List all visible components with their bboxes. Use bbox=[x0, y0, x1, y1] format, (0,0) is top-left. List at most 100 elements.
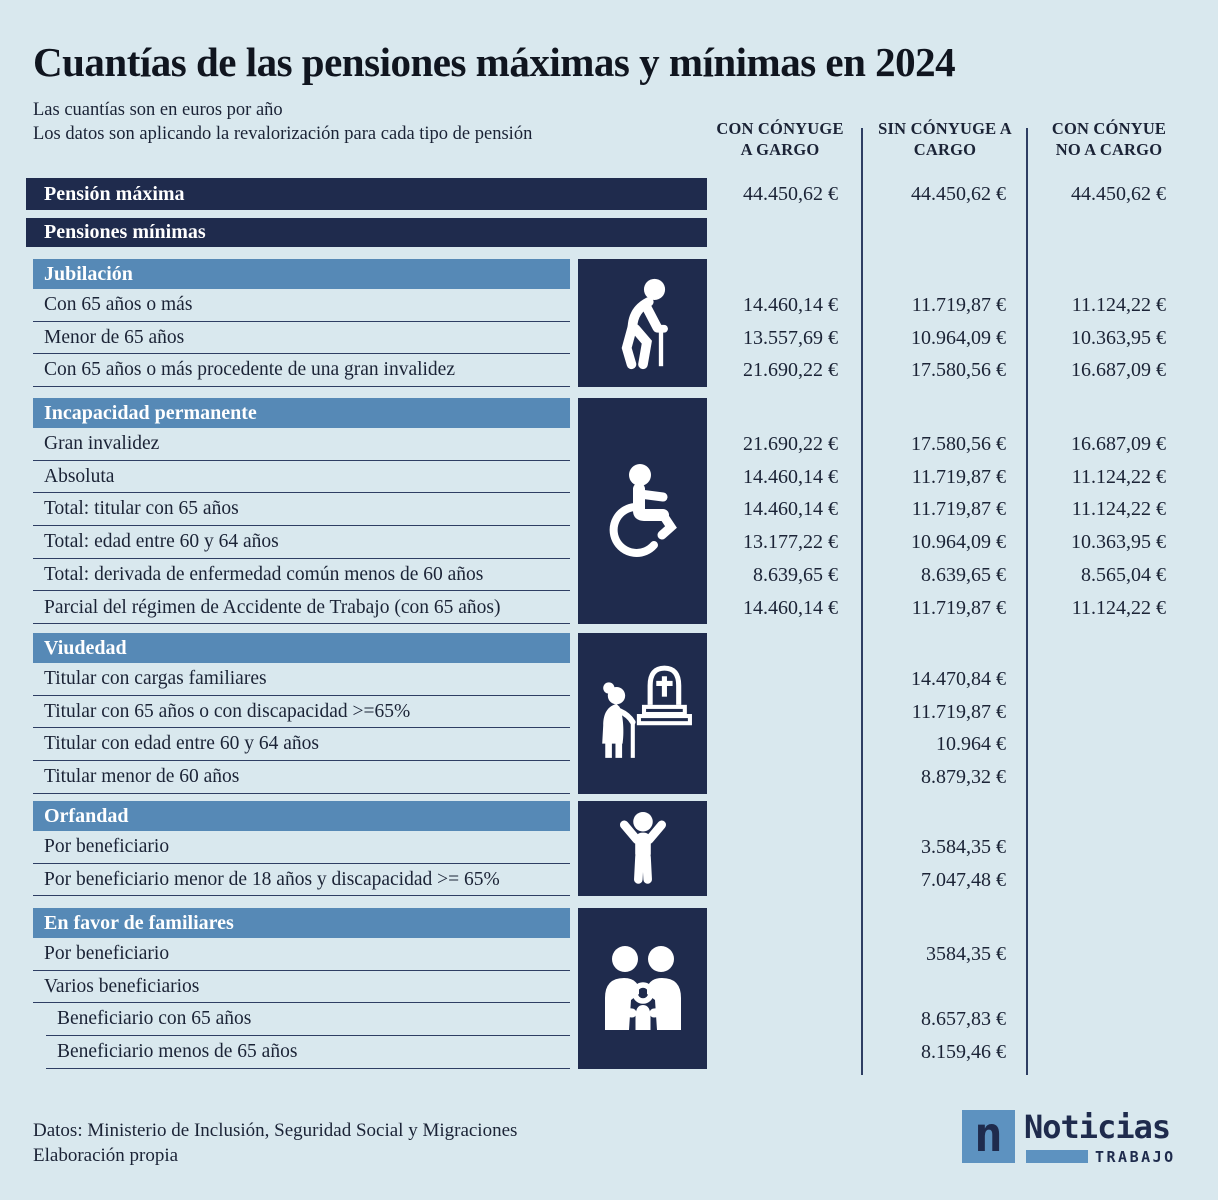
column-header-sin-conyuge-a-cargo: SIN CÓNYUGE A CARGO bbox=[878, 119, 1012, 159]
row-value: 8.879,32 € bbox=[921, 766, 1006, 789]
table-row: Titular con 65 años o con discapacidad >… bbox=[0, 696, 1218, 729]
row-value: 8.639,65 € bbox=[753, 563, 838, 586]
column-header-con-conyuge-a-cargo: CON CÓNYUGE A GARGO bbox=[716, 119, 844, 159]
logo-name: Noticias bbox=[1024, 1108, 1171, 1146]
row-value: 16.687,09 € bbox=[1071, 433, 1166, 455]
logo-tagline: TRABAJO bbox=[1095, 1148, 1176, 1166]
row-label: Beneficiario menos de 65 años bbox=[46, 1036, 570, 1069]
row-label: Gran invalidez bbox=[33, 428, 570, 461]
row-value: 10.964 € bbox=[936, 733, 1006, 756]
row-value: 10.363,95 € bbox=[1071, 531, 1166, 554]
widow-grave-icon bbox=[578, 633, 707, 794]
row-value: 8.565,04 € bbox=[1081, 563, 1166, 586]
table-row: Total: titular con 65 años 14.460,14 € 11.… bbox=[0, 493, 1218, 527]
page-title: Cuantías de las pensiones máximas y míni… bbox=[33, 39, 956, 85]
pension-section: Incapacidad permanente Gran invalidez 21.6… bbox=[0, 398, 1218, 625]
table-row: Titular menor de 60 años 8.879,32 € bbox=[0, 761, 1218, 794]
table-row: Por beneficiario 3584,35 € bbox=[0, 938, 1218, 971]
column-divider bbox=[861, 128, 863, 1075]
table-row: Con 65 años o más 14.460,14 € 11.719,87 € 1… bbox=[0, 289, 1218, 322]
table-row: Total: edad entre 60 y 64 años 13.177,22 … bbox=[0, 526, 1218, 559]
row-value: 10.964,09 € bbox=[911, 531, 1006, 554]
row-value: 14.470,84 € bbox=[911, 668, 1006, 690]
section-title: Viudedad bbox=[44, 637, 127, 659]
pension-section: Jubilación Con 65 años o más 14.460,14 € 11… bbox=[0, 259, 1218, 388]
pension-section: En favor de familiares Por beneficiario 35… bbox=[0, 908, 1218, 1069]
row-label: Por beneficiario bbox=[33, 938, 570, 971]
column-divider bbox=[1026, 128, 1028, 1075]
row-label: Total: titular con 65 años bbox=[33, 493, 570, 527]
section-title: Orfandad bbox=[44, 805, 129, 827]
family-icon bbox=[578, 908, 707, 1069]
row-label: Menor de 65 años bbox=[33, 322, 570, 355]
row-value: 21.690,22 € bbox=[743, 433, 838, 455]
section-title: Incapacidad permanente bbox=[44, 402, 257, 424]
table-row: Total: derivada de enfermedad común meno… bbox=[0, 559, 1218, 592]
row-value: 44.450,62 € bbox=[911, 183, 1006, 205]
max-pension-label: Pensión máxima bbox=[44, 183, 185, 205]
row-value: 8.159,46 € bbox=[921, 1041, 1006, 1064]
row-value: 14.460,14 € bbox=[743, 294, 838, 316]
row-value: 11.719,87 € bbox=[911, 498, 1006, 521]
row-value: 13.177,22 € bbox=[743, 531, 838, 554]
section-header-bar: Orfandad bbox=[33, 801, 570, 831]
column-header-con-conyuge-no-a-cargo: CON CÓNYUE NO A CARGO bbox=[1051, 119, 1167, 159]
row-value: 3584,35 € bbox=[926, 943, 1006, 965]
row-label: Titular con cargas familiares bbox=[33, 663, 570, 696]
section-header-bar: Jubilación bbox=[33, 259, 570, 289]
page-subtitle: Las cuantías son en euros por año Los da… bbox=[33, 100, 533, 144]
row-label: Por beneficiario menor de 18 años y disc… bbox=[33, 864, 570, 897]
max-pension-values-row: 44.450,62 € 44.450,62 € 44.450,62 € bbox=[0, 178, 1218, 210]
row-label: Con 65 años o más bbox=[33, 289, 570, 322]
min-pensions-label: Pensiones mínimas bbox=[44, 221, 206, 243]
row-label: Titular menor de 60 años bbox=[33, 761, 570, 794]
noticias-trabajo-logo: n Noticias TRABAJO bbox=[958, 1106, 1188, 1176]
source-note: Datos: Ministerio de Inclusión, Segurida… bbox=[33, 1120, 518, 1166]
row-value: 11.719,87 € bbox=[911, 700, 1006, 723]
table-row: Menor de 65 años 13.557,69 € 10.964,09 € 10… bbox=[0, 322, 1218, 355]
table-row: Titular con cargas familiares 14.470,84 € bbox=[0, 663, 1218, 696]
row-label: Parcial del régimen de Accidente de Trab… bbox=[33, 592, 570, 625]
row-value: 44.450,62 € bbox=[1071, 183, 1166, 205]
section-title: Jubilación bbox=[44, 263, 133, 285]
table-row: Beneficiario menos de 65 años 8.159,46 € bbox=[0, 1036, 1218, 1069]
row-value: 17.580,56 € bbox=[911, 359, 1006, 382]
row-value: 10.363,95 € bbox=[1071, 326, 1166, 349]
row-value: 11.719,87 € bbox=[911, 465, 1006, 488]
row-value: 11.124,22 € bbox=[1071, 498, 1166, 521]
logo-n-mark: n bbox=[962, 1110, 1015, 1163]
section-header-bar: Viudedad bbox=[33, 633, 570, 663]
logo-accent-bar bbox=[1026, 1150, 1088, 1163]
row-value: 13.557,69 € bbox=[743, 326, 838, 349]
child-icon bbox=[578, 801, 707, 897]
table-row: Por beneficiario menor de 18 años y disc… bbox=[0, 864, 1218, 897]
row-value: 16.687,09 € bbox=[1071, 359, 1166, 382]
row-value: 10.964,09 € bbox=[911, 326, 1006, 349]
row-value: 7.047,48 € bbox=[921, 868, 1006, 891]
elderly-person-icon bbox=[578, 259, 707, 388]
row-value: 8.639,65 € bbox=[921, 563, 1006, 586]
row-value: 21.690,22 € bbox=[743, 359, 838, 382]
row-value: 11.124,22 € bbox=[1071, 294, 1166, 316]
row-label: Con 65 años o más procedente de una gran… bbox=[33, 354, 570, 388]
table-row: Parcial del régimen de Accidente de Trab… bbox=[0, 592, 1218, 625]
row-value: 11.124,22 € bbox=[1071, 465, 1166, 488]
row-value: 14.460,14 € bbox=[743, 498, 838, 521]
section-header-bar: En favor de familiares bbox=[33, 908, 570, 938]
row-value: 14.460,14 € bbox=[743, 465, 838, 488]
row-value: 11.719,87 € bbox=[911, 596, 1006, 619]
row-label: Por beneficiario bbox=[33, 831, 570, 864]
table-row: Absoluta 14.460,14 € 11.719,87 € 11.124,22 … bbox=[0, 461, 1218, 494]
row-label: Titular con 65 años o con discapacidad >… bbox=[33, 696, 570, 729]
row-value: 17.580,56 € bbox=[911, 433, 1006, 455]
wheelchair-icon bbox=[578, 398, 707, 625]
row-label: Absoluta bbox=[33, 461, 570, 494]
row-label: Varios beneficiarios bbox=[33, 971, 570, 1004]
row-value: 14.460,14 € bbox=[743, 596, 838, 619]
pension-section: Viudedad Titular con cargas familiares 14.… bbox=[0, 633, 1218, 794]
section-header-bar: Incapacidad permanente bbox=[33, 398, 570, 428]
row-value: 44.450,62 € bbox=[743, 183, 838, 205]
table-row: Gran invalidez 21.690,22 € 17.580,56 € 16.6… bbox=[0, 428, 1218, 461]
